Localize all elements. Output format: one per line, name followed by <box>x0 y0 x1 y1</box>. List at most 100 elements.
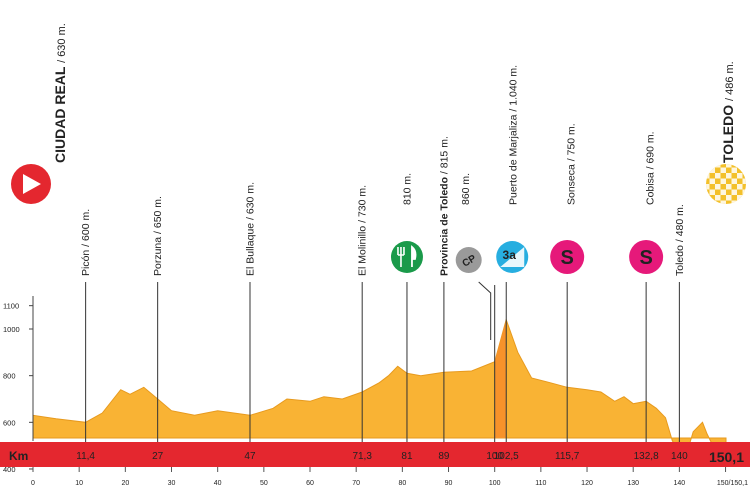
km-bar <box>0 442 750 467</box>
point-label-km-81: 810 m. <box>401 173 413 205</box>
km-bar-value: 71,3 <box>352 451 372 462</box>
point-label-text: Sonseca / 750 m. <box>566 123 578 205</box>
checker-square <box>742 178 746 184</box>
point-label-text: El Molinillo / 730 m. <box>357 185 369 276</box>
feed-zone-icon <box>390 241 423 273</box>
km-bar-value: 89 <box>438 451 450 462</box>
x-tick-label: 30 <box>168 480 176 487</box>
x-tick-label: 90 <box>445 480 453 487</box>
point-label-ciudad-real: CIUDAD REAL / 630 m. <box>52 23 68 163</box>
checker-square <box>731 200 737 204</box>
point-altitude: / 1.040 m. <box>508 65 520 112</box>
point-altitude: / 750 m. <box>566 123 578 161</box>
checker-square <box>737 184 743 190</box>
point-name: Toledo <box>674 242 686 276</box>
point-name: Cobisa <box>645 169 657 205</box>
sprint-glyph-text: S <box>561 247 574 269</box>
checker-square <box>709 189 715 195</box>
km-bar-value: 102,5 <box>494 451 519 462</box>
sprint-icon <box>629 240 664 274</box>
point-label-toledo: Toledo / 480 m. <box>674 204 686 276</box>
point-altitude: / 480 m. <box>674 204 686 242</box>
point-label-el-bullaque: El Bullaque / 630 m. <box>244 182 256 276</box>
point-label-el-molinillo: El Molinillo / 730 m. <box>357 185 369 276</box>
checker-square <box>720 200 726 204</box>
x-tick-label: 0 <box>31 480 35 487</box>
checker-square <box>726 184 732 190</box>
point-altitude: / 650 m. <box>152 196 164 234</box>
point-altitude: / 690 m. <box>645 131 657 169</box>
point-altitude: / 730 m. <box>357 185 369 223</box>
point-altitude: / 600 m. <box>80 209 92 247</box>
point-label-provincia-de-toledo: Provincia de Toledo / 815 m. <box>438 136 450 276</box>
point-name: Puerto de Marjaliza <box>508 112 520 205</box>
point-label-toledo: TOLEDO / 486 m. <box>720 61 736 163</box>
y-tick-label: 800 <box>3 372 16 381</box>
checker-square <box>706 164 710 168</box>
km-bar-value: 47 <box>244 451 256 462</box>
point-name: El Bullaque <box>244 220 256 276</box>
start-arrow-glyph <box>23 174 41 194</box>
point-label-puerto-de-marjaliza: Puerto de Marjaliza / 1.040 m. <box>508 65 520 205</box>
km-bar-value: 81 <box>401 451 413 462</box>
km-bar-title: Km <box>9 449 28 463</box>
point-altitude: 810 m. <box>401 173 413 205</box>
km-bar-value: 27 <box>152 451 164 462</box>
checker-square <box>715 173 721 179</box>
checker-square <box>706 195 710 201</box>
checker-square <box>726 164 732 168</box>
checker-square <box>737 173 743 179</box>
elevation-profile-area <box>32 318 727 456</box>
checker-square <box>742 189 746 195</box>
point-label-text: Picón / 600 m. <box>80 209 92 276</box>
fork-glyph <box>397 247 405 267</box>
point-name: Sonseca <box>566 161 578 205</box>
point-label-cobisa: Cobisa / 690 m. <box>645 131 657 205</box>
x-tick-label: 40 <box>214 480 222 487</box>
point-name: Provincia de Toledo <box>438 174 450 276</box>
checker-square <box>731 189 737 195</box>
checker-square <box>720 178 726 184</box>
x-tick-label: 130 <box>627 480 639 487</box>
point-name: Picón <box>80 247 92 276</box>
x-tick-label: 10 <box>75 480 83 487</box>
x-tick-label: 80 <box>398 480 406 487</box>
point-altitude: / 486 m. <box>724 61 736 101</box>
checker-square <box>731 167 737 173</box>
x-tick-label: 50 <box>260 480 268 487</box>
point-name: El Molinillo <box>357 223 369 276</box>
point-label-text: Toledo / 480 m. <box>674 204 686 276</box>
point-label-text: CIUDAD REAL / 630 m. <box>52 23 68 163</box>
x-tick-label: 100 <box>489 480 501 487</box>
x-tick-label: 20 <box>121 480 129 487</box>
checker-square <box>737 195 743 201</box>
checker-square <box>715 184 721 190</box>
x-tick-label: 60 <box>306 480 314 487</box>
point-label-text: Puerto de Marjaliza / 1.040 m. <box>508 65 520 205</box>
point-label-pic-n: Picón / 600 m. <box>80 209 92 276</box>
km-bar-value: 150,1 <box>709 449 744 465</box>
point-name: CIUDAD REAL <box>52 63 68 163</box>
point-label-text: Cobisa / 690 m. <box>645 131 657 205</box>
point-label-text: 810 m. <box>401 173 413 205</box>
y-tick-label: 1100 <box>3 302 19 311</box>
point-name: TOLEDO <box>720 101 736 163</box>
cp-checkpoint-icon <box>455 247 482 273</box>
checker-square <box>720 167 726 173</box>
y-tick-label: 1000 <box>3 325 20 334</box>
point-label-text: TOLEDO / 486 m. <box>720 61 736 163</box>
sprint-icon <box>550 240 585 274</box>
km-bar-value: 11,4 <box>76 451 95 462</box>
point-name: Porzuna <box>152 234 164 276</box>
km-bar-value: 100 <box>486 451 503 462</box>
climb-section-shade <box>494 319 507 438</box>
x-tick-label: 140 <box>674 480 686 487</box>
point-label-porzuna: Porzuna / 650 m. <box>152 196 164 276</box>
climb-category-text: 3a <box>503 248 517 262</box>
y-tick-label: 600 <box>3 418 16 427</box>
point-label-text: Provincia de Toledo / 815 m. <box>438 136 450 276</box>
checker-square <box>731 178 737 184</box>
sprint-glyph-text: S <box>639 247 652 269</box>
point-altitude: / 630 m. <box>56 23 68 63</box>
